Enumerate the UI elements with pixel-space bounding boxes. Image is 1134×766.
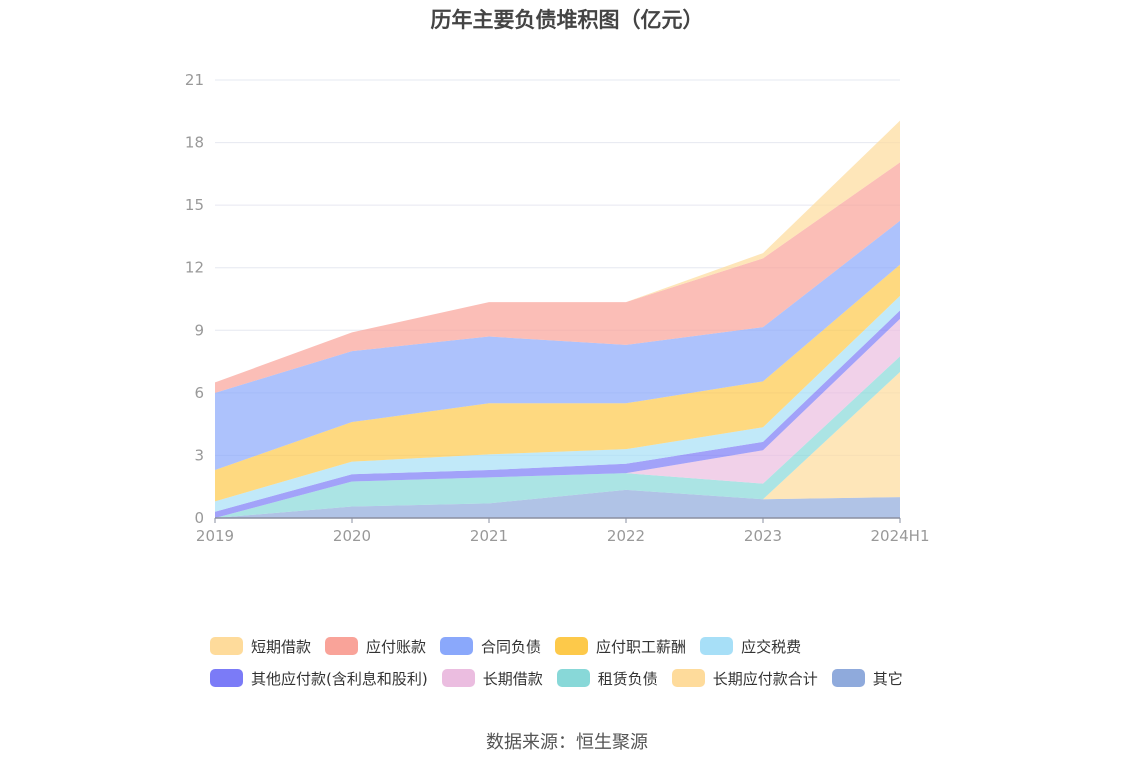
area-series[interactable] <box>215 356 900 518</box>
y-tick-label: 21 <box>185 71 204 89</box>
x-tick-label: 2024H1 <box>871 527 930 545</box>
legend-item-long-term-loans[interactable]: 长期借款 <box>441 668 543 689</box>
x-tick-label: 2019 <box>196 527 234 545</box>
y-tick-label: 15 <box>185 196 204 214</box>
legend-label: 应付职工薪酬 <box>596 637 687 656</box>
y-tick-label: 18 <box>185 134 204 152</box>
y-tick-label: 12 <box>185 259 204 277</box>
legend-label: 应交税费 <box>741 637 802 656</box>
legend-swatch <box>671 669 705 687</box>
legend-label: 长期借款 <box>482 669 543 688</box>
legend-swatch <box>831 669 865 687</box>
area-series[interactable] <box>215 318 900 518</box>
legend-label: 应付账款 <box>366 637 427 656</box>
y-tick-label: 0 <box>194 509 204 527</box>
y-tick-label: 6 <box>194 384 204 402</box>
legend-swatch <box>555 637 589 655</box>
legend-label: 其他应付款(含利息和股利) <box>251 669 428 688</box>
legend-item-contract-liabilities[interactable]: 合同负债 <box>440 636 541 657</box>
legend-swatch <box>210 669 243 687</box>
area-series[interactable] <box>215 162 900 393</box>
data-source: 数据来源：恒生聚源 <box>486 732 648 753</box>
legend: 短期借款 应付账款 合同负债 应付职工薪酬 应交税费 其他应付款(含利息和股利)… <box>210 630 970 694</box>
legend-item-taxes-payable[interactable]: 应交税费 <box>700 636 801 657</box>
area-series[interactable] <box>215 220 900 471</box>
legend-item-others[interactable]: 其它 <box>831 668 903 689</box>
legend-swatch <box>440 637 474 655</box>
legend-label: 短期借款 <box>251 637 312 656</box>
chart-title: 历年主要负债堆积图（亿元） <box>430 8 704 32</box>
stacked-area-chart: 0 3 6 9 12 15 18 21 2019 2020 2021 2022 2023 2024H1 <box>185 71 930 545</box>
area-series[interactable] <box>215 264 900 502</box>
legend-swatch <box>556 669 590 687</box>
x-tick-label: 2023 <box>744 527 782 545</box>
legend-item-short-term-loans[interactable]: 短期借款 <box>210 636 311 657</box>
legend-swatch <box>700 637 734 655</box>
area-series[interactable] <box>215 489 900 518</box>
legend-item-lease-liabilities[interactable]: 租赁负债 <box>556 668 658 689</box>
x-tick-label: 2021 <box>470 527 508 545</box>
area-series[interactable] <box>215 310 900 518</box>
area-series[interactable] <box>215 295 900 512</box>
legend-item-long-term-payables[interactable]: 长期应付款合计 <box>671 668 818 689</box>
legend-label: 其它 <box>872 669 903 688</box>
y-tick-label: 9 <box>194 321 204 339</box>
legend-item-other-payables[interactable]: 其他应付款(含利息和股利) <box>210 668 428 689</box>
legend-label: 合同负债 <box>481 637 542 656</box>
legend-item-employee-pay[interactable]: 应付职工薪酬 <box>555 636 686 657</box>
legend-swatch <box>210 637 243 655</box>
y-tick-label: 3 <box>194 446 204 464</box>
legend-row-1: 短期借款 应付账款 合同负债 应付职工薪酬 应交税费 <box>210 630 970 662</box>
legend-row-2: 其他应付款(含利息和股利) 长期借款 租赁负债 长期应付款合计 其它 <box>210 662 970 694</box>
legend-swatch <box>441 669 475 687</box>
legend-label: 长期应付款合计 <box>712 669 818 688</box>
legend-item-accounts-payable[interactable]: 应付账款 <box>325 636 426 657</box>
legend-label: 租赁负债 <box>597 669 658 688</box>
legend-swatch <box>325 637 359 655</box>
x-tick-label: 2022 <box>607 527 645 545</box>
x-tick-label: 2020 <box>333 527 371 545</box>
